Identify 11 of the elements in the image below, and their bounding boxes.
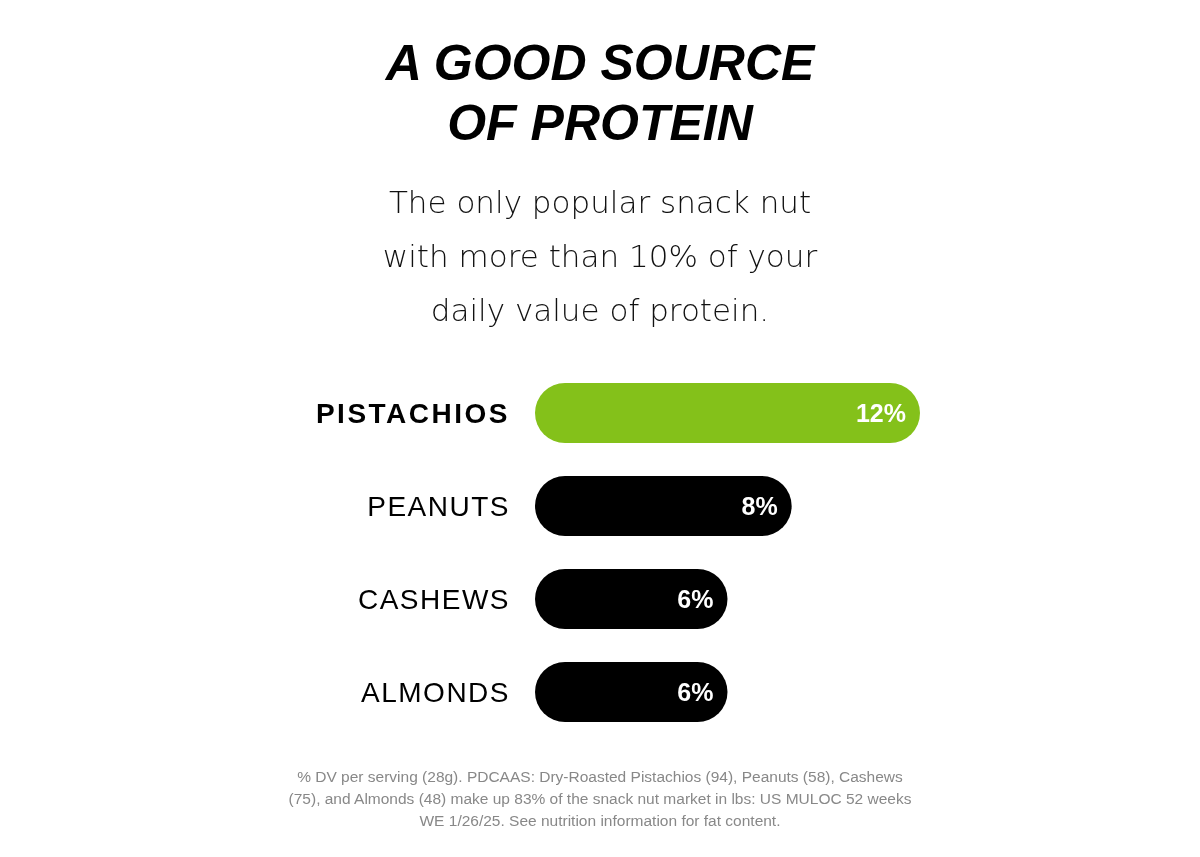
chart-subtitle: The only popular snack nut with more than 10% of your daily value of protein.: [382, 184, 818, 328]
chart-title: A GOOD SOURCE OF PROTEIN: [383, 35, 817, 151]
data-label: 6%: [677, 678, 714, 706]
data-label: 12%: [855, 399, 906, 427]
y-tick-label: PISTACHIOS: [315, 397, 510, 429]
y-tick-label: PEANUTS: [367, 490, 510, 522]
data-label: 8%: [741, 492, 778, 520]
y-tick-label: ALMONDS: [361, 676, 510, 708]
data-label: 6%: [677, 585, 714, 613]
y-tick-label: CASHEWS: [357, 583, 510, 615]
text: % DV per serving (28g). PDCAAS: Dry-Roasted Pistachios (94), Peanuts (58), Cashews (75), and Almonds (48) make up 83% of the snack nut market in lbs: US MULOC 52 weeks WE 1/26/25. See nutrition information for fat content.: [288, 768, 912, 829]
